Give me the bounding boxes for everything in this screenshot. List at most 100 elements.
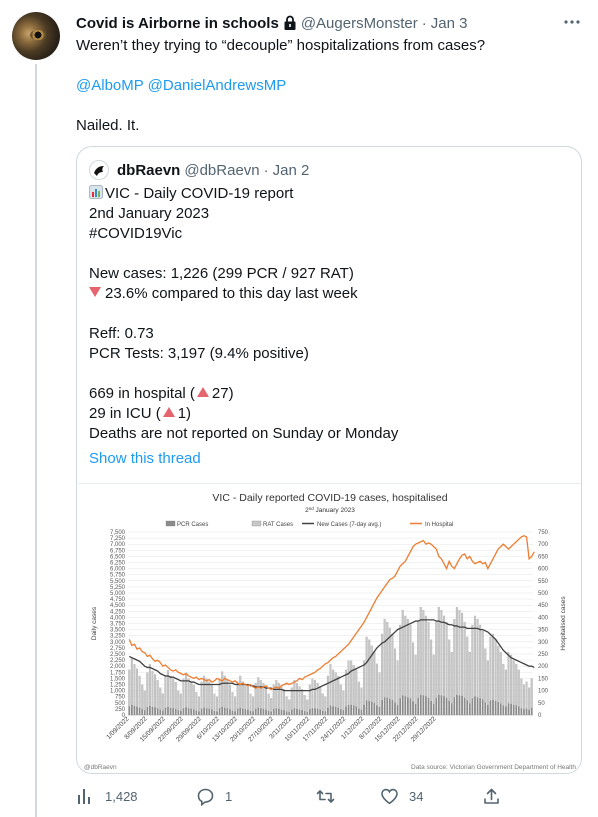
- rat-bar: [210, 684, 213, 710]
- author-handle[interactable]: @AugersMonster: [300, 14, 418, 32]
- pcr-bar: [414, 703, 417, 715]
- show-thread-link[interactable]: Show this thread: [89, 450, 201, 467]
- pcr-bar: [293, 708, 296, 715]
- legend-swatch: [165, 520, 176, 527]
- pcr-bar: [525, 708, 528, 715]
- legend-label: PCR Cases: [177, 522, 208, 528]
- y-tick-label: 4,750: [110, 597, 126, 603]
- pcr-bar: [231, 710, 234, 715]
- reply-count: 1: [225, 788, 233, 804]
- rat-bar: [481, 630, 484, 700]
- rat-bar: [461, 612, 464, 697]
- rat-bar: [244, 684, 247, 710]
- rat-bar: [324, 696, 327, 712]
- y2-tick-label: 650: [538, 554, 549, 560]
- rat-bar: [295, 683, 298, 709]
- pcr-bar: [226, 708, 229, 715]
- pcr-bar: [404, 696, 407, 715]
- pcr-bar: [221, 706, 224, 715]
- rat-bar: [239, 675, 242, 708]
- rat-bar: [499, 651, 502, 704]
- author-avatar[interactable]: [12, 12, 60, 60]
- y-tick-label: 6,250: [110, 561, 126, 567]
- pcr-bar: [275, 708, 278, 715]
- pcr-bar: [306, 711, 309, 715]
- rat-bar: [231, 692, 234, 711]
- legend-label: New Cases (7-day avg.): [317, 522, 381, 528]
- pcr-bar: [296, 708, 298, 715]
- rat-bar: [453, 619, 456, 698]
- pcr-bar: [468, 703, 471, 715]
- pcr-bar: [373, 703, 376, 715]
- rat-bar: [133, 664, 136, 706]
- pcr-bar: [290, 709, 293, 715]
- rat-bar: [406, 619, 409, 698]
- pcr-bar: [515, 705, 518, 715]
- report-icu: 29 in ICU (1): [89, 405, 192, 422]
- rat-bar: [494, 639, 497, 701]
- up-triangle-icon: [196, 387, 209, 397]
- y-tick-label: 750: [115, 695, 126, 701]
- covid-chart: VIC - Daily reported COVID-19 cases, hos…: [84, 492, 576, 771]
- reply-button[interactable]: 1: [196, 784, 232, 808]
- share-button[interactable]: [482, 784, 501, 808]
- pcr-bar: [316, 708, 319, 715]
- pcr-bar: [437, 694, 440, 715]
- pcr-bar: [474, 696, 476, 715]
- rat-bar: [177, 690, 180, 711]
- avatar-eye: [30, 30, 46, 40]
- pcr-bar: [257, 707, 260, 715]
- tweet-time[interactable]: Jan 3: [430, 14, 468, 32]
- pcr-bar: [179, 710, 182, 715]
- pcr-bar: [133, 705, 136, 715]
- pcr-bar: [254, 708, 257, 715]
- rat-bar: [414, 654, 417, 704]
- rat-bar: [381, 633, 384, 700]
- rat-bar: [272, 684, 275, 710]
- rat-bar: [179, 693, 182, 711]
- pcr-bar: [492, 699, 494, 715]
- like-button[interactable]: 34: [380, 784, 423, 808]
- pcr-bar: [489, 700, 492, 715]
- rat-bar: [409, 624, 412, 699]
- pcr-bar: [391, 699, 394, 715]
- pcr-bar: [419, 694, 422, 715]
- report-reff: Reff: 0.73: [89, 325, 154, 342]
- pcr-bar: [510, 703, 512, 715]
- rat-bar: [401, 609, 404, 696]
- y-tick-label: 5,250: [110, 585, 126, 591]
- y2-tick-label: 100: [538, 689, 549, 695]
- pcr-bar: [381, 699, 383, 715]
- mention-albomp[interactable]: @AlboMP: [76, 77, 144, 94]
- pcr-bar: [479, 698, 482, 715]
- rat-bar: [303, 695, 306, 712]
- rat-bar: [386, 621, 389, 698]
- y2-tick-label: 150: [538, 676, 549, 682]
- mention-danielandrewsmp[interactable]: @DanielAndrewsMP: [147, 77, 287, 94]
- y2-tick-label: 400: [538, 615, 549, 621]
- pcr-bar: [399, 698, 402, 715]
- pcr-bar: [427, 697, 430, 715]
- quoted-tweet[interactable]: dbRaevn @dbRaevn · Jan 2 VIC - Daily COV…: [76, 146, 582, 774]
- author-name[interactable]: Covid is Airborne in schools: [76, 14, 279, 32]
- retweet-button[interactable]: [316, 784, 345, 808]
- more-options-icon[interactable]: [562, 12, 582, 32]
- pcr-bar: [499, 703, 502, 715]
- y-tick-label: 1,250: [110, 683, 126, 689]
- y2-tick-label: 700: [538, 542, 549, 548]
- rat-bar: [484, 648, 487, 703]
- pcr-bar: [530, 707, 533, 715]
- pcr-bar: [205, 708, 208, 715]
- pcr-bar: [517, 706, 520, 715]
- rat-bar: [182, 678, 185, 709]
- rat-bar: [378, 672, 381, 708]
- pcr-bar: [223, 707, 226, 715]
- rat-bar: [463, 621, 466, 698]
- rat-bar: [458, 609, 461, 696]
- views-button[interactable]: 1,428: [76, 784, 138, 808]
- pcr-bar: [520, 708, 523, 715]
- rat-bar: [221, 671, 224, 708]
- pcr-bar: [396, 704, 399, 715]
- y-tick-label: 250: [115, 707, 126, 713]
- rat-bar: [435, 621, 438, 698]
